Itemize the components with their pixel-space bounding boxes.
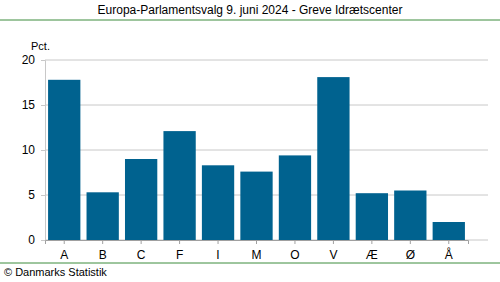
x-tick: M <box>252 240 262 262</box>
x-tick-mark <box>448 240 449 244</box>
grid <box>45 60 488 240</box>
y-tick: 15 <box>22 98 45 112</box>
x-axis-line <box>46 241 469 245</box>
source-note: © Danmarks Statistik <box>4 266 107 278</box>
x-tick: B <box>99 240 107 262</box>
y-tick-label: 0 <box>28 233 35 247</box>
bar <box>87 192 119 240</box>
bar <box>279 155 311 240</box>
chart-container: Europa-Parlamentsvalg 9. juni 2024 - Gre… <box>0 0 500 282</box>
y-tick-label: 5 <box>28 188 35 202</box>
x-tick-mark <box>102 240 103 244</box>
x-tick: Æ <box>366 240 378 262</box>
x-tick: I <box>216 240 219 262</box>
x-tick-label: V <box>329 248 337 262</box>
x-tick-mark <box>294 240 295 244</box>
y-tick: 10 <box>22 143 45 157</box>
footer-rule <box>0 263 500 264</box>
bar <box>240 172 272 240</box>
y-tick-mark <box>41 150 45 151</box>
x-tick-mark <box>410 240 411 244</box>
bar <box>202 165 234 240</box>
y-tick-label: 20 <box>22 53 36 67</box>
header-rule <box>0 20 500 21</box>
bar <box>125 159 157 240</box>
y-tick-mark <box>41 60 45 61</box>
bar <box>317 77 349 240</box>
x-tick-label: F <box>176 248 183 262</box>
bar <box>48 80 80 240</box>
x-tick-label: Æ <box>366 248 378 262</box>
y-tick-mark <box>41 105 45 106</box>
x-tick-label: O <box>290 248 299 262</box>
x-tick-mark <box>333 240 334 244</box>
grid-line <box>45 105 488 106</box>
y-tick-mark <box>41 240 45 241</box>
x-tick: V <box>329 240 337 262</box>
y-tick: 5 <box>28 188 45 202</box>
x-tick-label: Å <box>445 247 453 262</box>
x-tick-label: B <box>99 248 107 262</box>
x-tick: Å <box>445 240 453 262</box>
y-tick-label: 15 <box>22 98 36 112</box>
bar <box>394 191 426 241</box>
x-tick-mark <box>218 240 219 244</box>
y-tick-label: 10 <box>22 143 36 157</box>
x-tick: O <box>290 240 299 262</box>
x-tick-label: Ø <box>406 248 415 262</box>
y-tick-mark <box>41 195 45 196</box>
y-tick: 20 <box>22 53 45 67</box>
y-tick: 0 <box>28 233 45 247</box>
grid-line <box>45 60 488 61</box>
x-tick: C <box>137 240 146 262</box>
y-axis-label: Pct. <box>31 40 50 52</box>
bar <box>163 131 195 240</box>
x-tick-mark <box>256 240 257 244</box>
bar <box>433 222 465 240</box>
x-tick-mark <box>64 240 65 244</box>
x-tick-label: I <box>216 248 219 262</box>
y-axis-line <box>41 61 46 241</box>
y-axis: 0 5 10 15 20 <box>22 53 46 247</box>
x-tick-label: M <box>252 248 262 262</box>
x-axis: ABCFIMOVÆØÅ <box>46 240 469 262</box>
chart-svg: Europa-Parlamentsvalg 9. juni 2024 - Gre… <box>0 0 500 282</box>
grid-line <box>45 150 488 151</box>
x-tick: F <box>176 240 183 262</box>
x-tick-mark <box>179 240 180 244</box>
x-tick-label: C <box>137 248 146 262</box>
bars <box>48 77 465 240</box>
bar <box>356 193 388 240</box>
x-tick-mark <box>371 240 372 244</box>
x-tick-mark <box>141 240 142 244</box>
x-tick-label: A <box>60 248 68 262</box>
x-tick: A <box>60 240 68 262</box>
x-tick: Ø <box>406 240 415 262</box>
chart-title: Europa-Parlamentsvalg 9. juni 2024 - Gre… <box>98 3 403 17</box>
